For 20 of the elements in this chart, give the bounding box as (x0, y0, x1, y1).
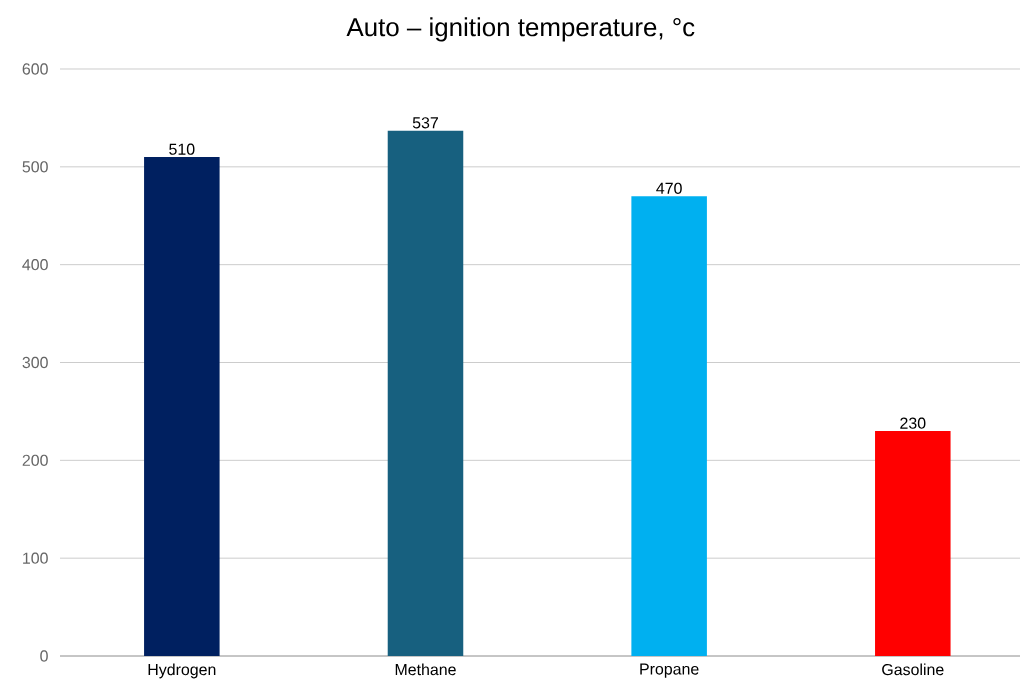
y-tick-label: 300 (22, 356, 48, 369)
data-label: 510 (169, 143, 195, 155)
y-tick-label: 200 (22, 454, 48, 466)
y-tick-label: 600 (22, 63, 48, 75)
y-tick-label: 500 (22, 161, 48, 173)
y-tick-label: 400 (22, 259, 48, 271)
y-tick-label: 100 (23, 552, 48, 564)
bar (144, 157, 220, 656)
x-tick-label: Gasoline (882, 663, 944, 676)
x-tick-label: Methane (395, 663, 456, 676)
bar (875, 430, 951, 656)
y-tick-label: 0 (40, 650, 48, 662)
x-tick-label: Hydrogen (148, 663, 216, 679)
data-label: 230 (900, 417, 926, 429)
chart-title: Auto – ignition temperature, °c (346, 17, 695, 42)
bar (631, 196, 707, 656)
data-label: 470 (656, 182, 682, 194)
bar (387, 130, 464, 656)
x-tick-label: Propane (640, 663, 699, 678)
data-label: 537 (412, 117, 438, 129)
